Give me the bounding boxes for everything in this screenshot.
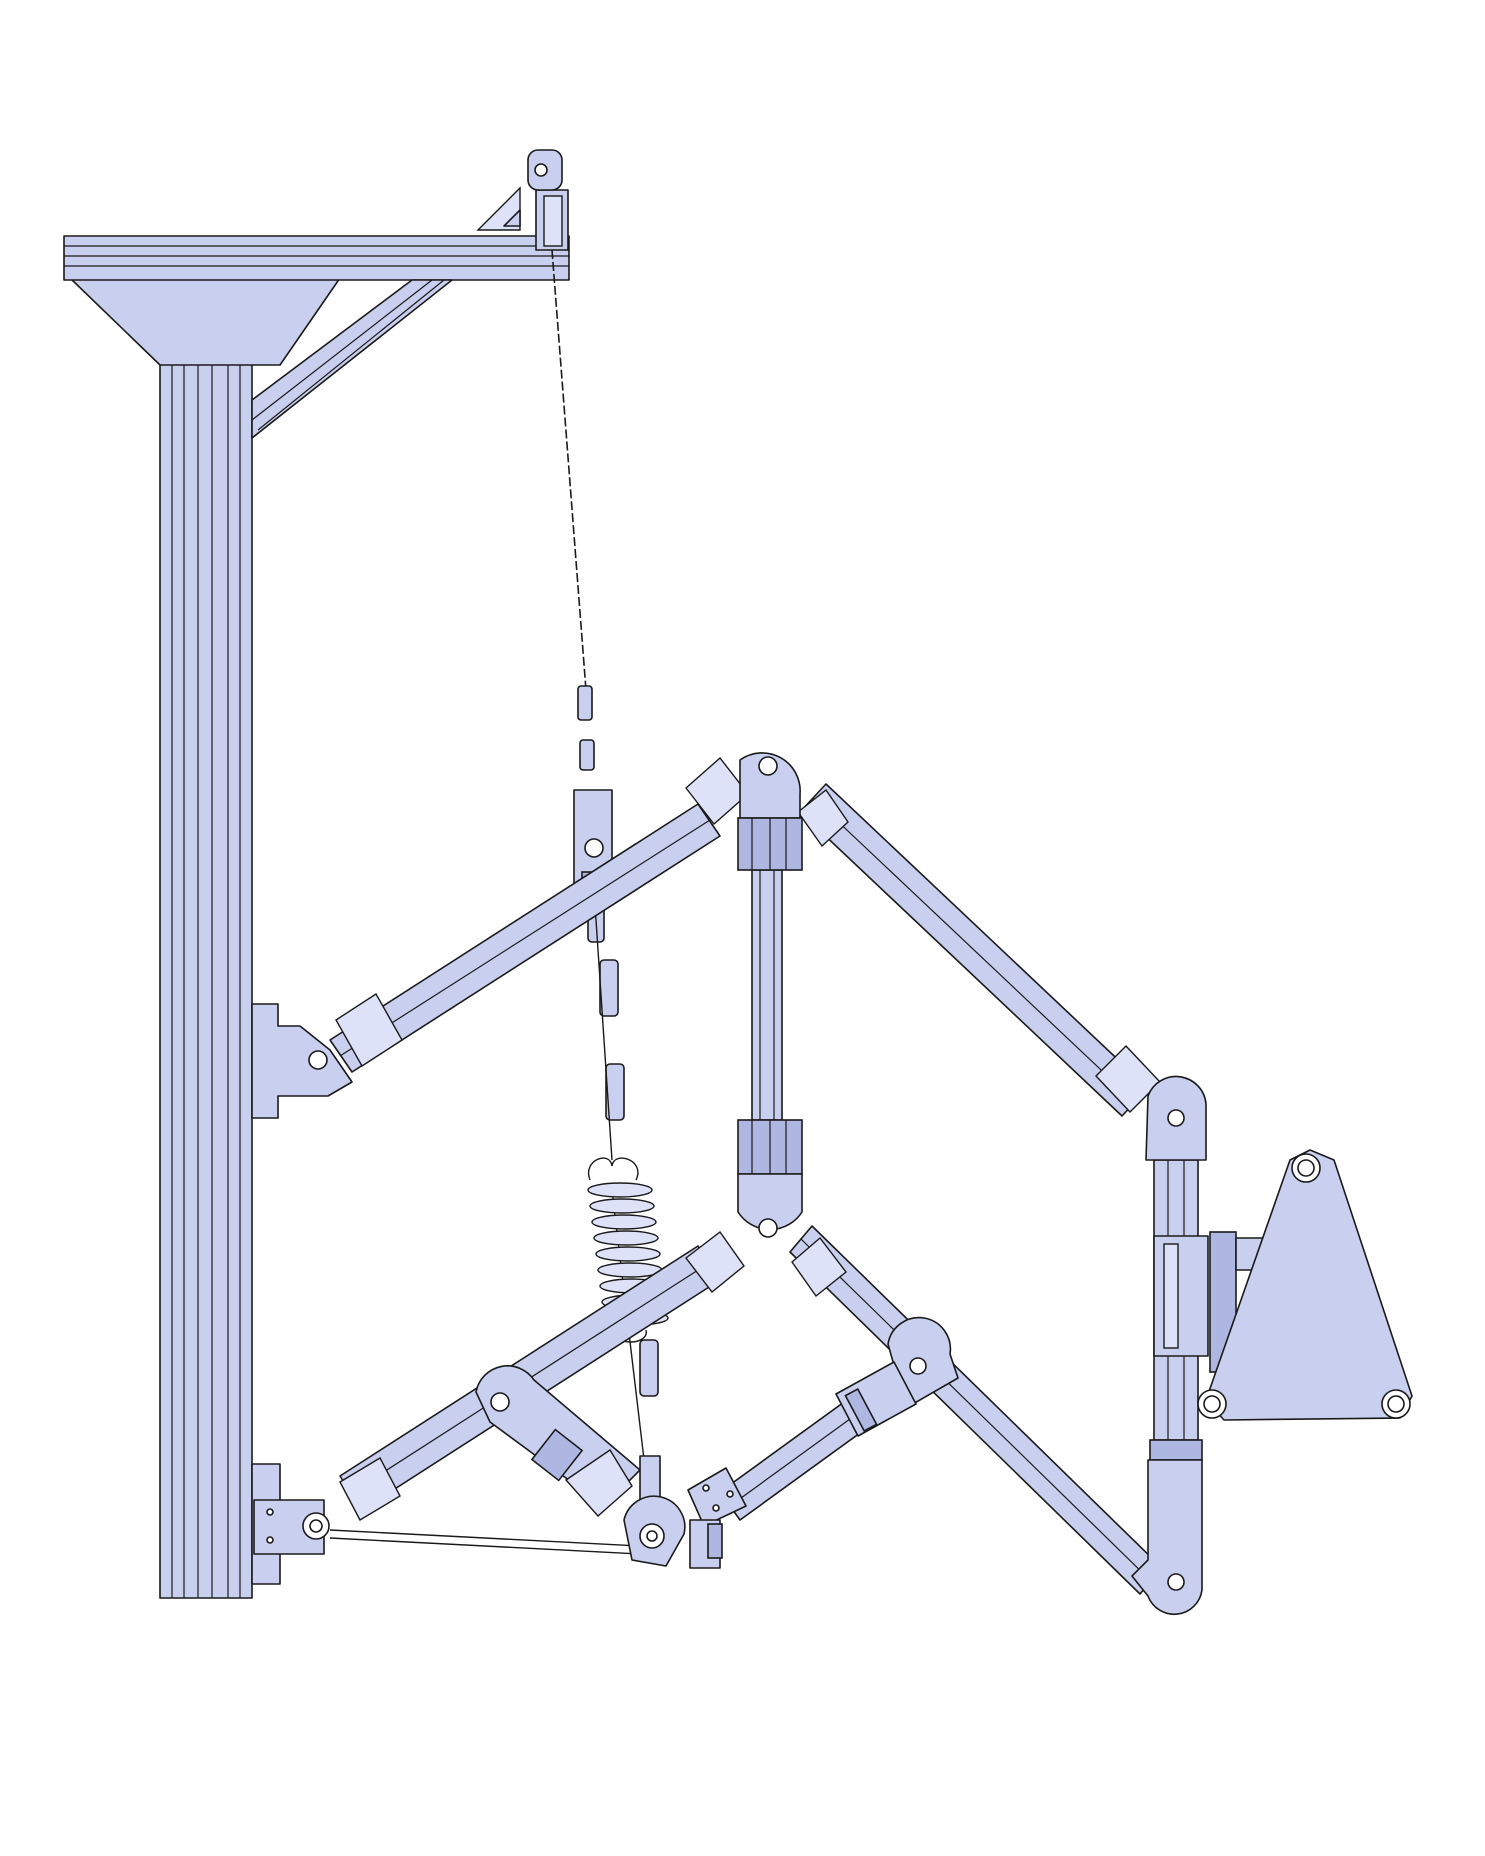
post-lower-mount: [251, 1457, 401, 1585]
lower-crank: [475, 1365, 641, 1517]
diagonal-brace: [251, 279, 453, 439]
lower-center-joint: [623, 1455, 747, 1569]
mid-right-pivot: [835, 1316, 959, 1437]
vertical-strut: [751, 869, 783, 1121]
upper-right-link: [799, 783, 1149, 1117]
right-lower-joint: [1131, 1439, 1203, 1616]
vertical-extrusion-post: [159, 277, 253, 1599]
top-joint: [685, 752, 849, 871]
tension-wire: [329, 1529, 641, 1555]
mid-joint: [685, 1119, 847, 1298]
top-crossbar: [63, 235, 570, 281]
suspension-cable: [551, 249, 587, 691]
top-pulley: [476, 149, 569, 251]
post-upper-mount: [251, 993, 403, 1119]
cable-fittings: [573, 685, 659, 1511]
right-upper-joint: [1095, 1044, 1207, 1161]
top-gusset-plate: [69, 277, 341, 366]
upper-link-arm: [329, 803, 721, 1073]
triangular-end-plate: [1153, 1149, 1413, 1421]
